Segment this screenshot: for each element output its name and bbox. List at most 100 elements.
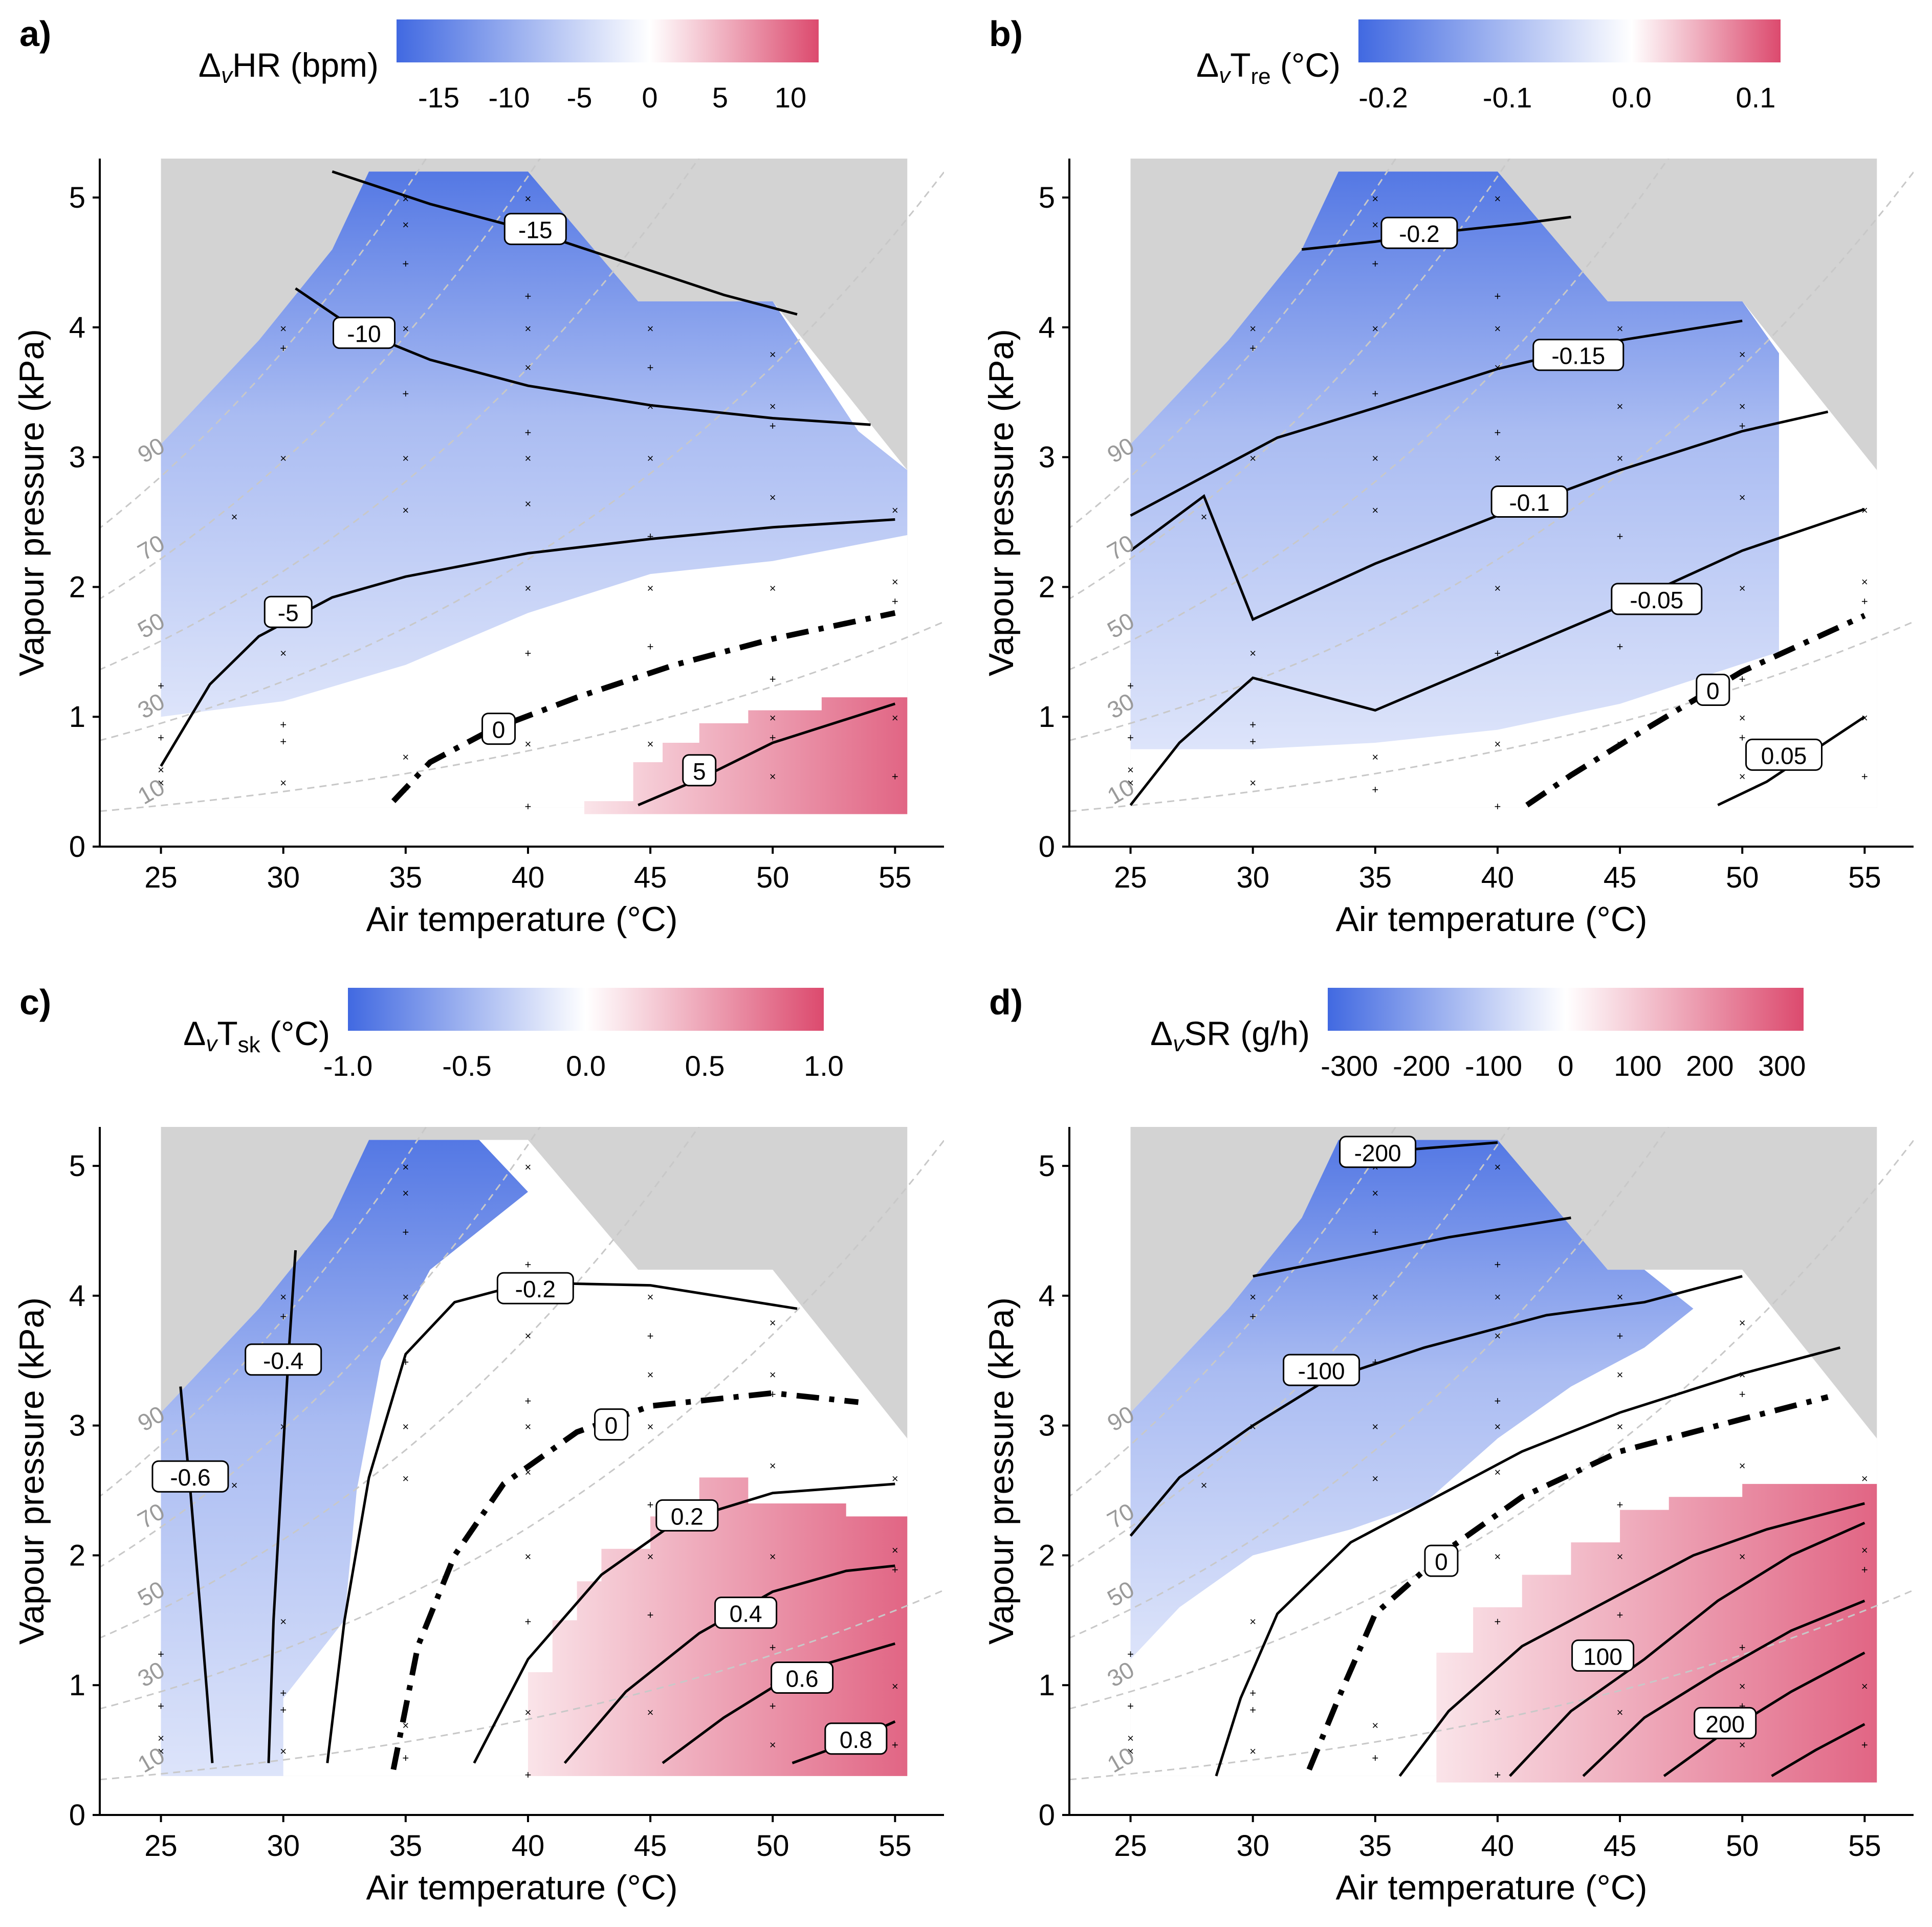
colorbar-tick-label: -300 [1321,1050,1378,1082]
contour-line [1129,507,1865,806]
data-point-plus: + [1861,1563,1868,1576]
data-point-plus: + [1372,1356,1378,1368]
x-axis-title: Air temperature (°C) [1335,900,1647,939]
x-tick-label: 40 [1481,861,1514,894]
data-point-cross: × [647,322,654,335]
data-point-plus: + [1495,800,1501,813]
data-point-plus: + [1495,1768,1501,1781]
y-tick-label: 5 [69,181,85,214]
data-point-plus: + [770,1641,776,1654]
data-point-plus: + [1495,426,1501,439]
contour-line [662,1642,896,1764]
data-point-plus: + [1617,530,1623,543]
data-point-cross: × [1372,218,1378,231]
colorbar-tick-label: -100 [1465,1050,1522,1082]
data-point-cross: × [770,1550,776,1563]
y-tick-label: 1 [69,1669,85,1702]
data-point-cross: × [892,1680,898,1693]
data-point-cross: × [280,1421,287,1433]
data-point-cross: × [1617,1291,1623,1303]
data-point-cross: × [892,504,898,517]
colorbar-title: ΔvSR (g/h) [1150,1014,1310,1056]
y-axis-title: Vapour pressure (kPa) [12,329,51,676]
data-point-plus: + [1495,1258,1501,1271]
data-point-cross: × [1127,1732,1134,1745]
x-tick-label: 55 [879,861,912,894]
data-point-cross: × [647,582,654,594]
data-point-cross: × [1861,1472,1868,1485]
data-point-plus: + [647,640,654,653]
data-point-cross: × [1249,1291,1256,1303]
data-point-plus: + [280,1687,287,1699]
y-tick-label: 4 [69,1279,85,1313]
rh-isoline [100,1127,700,1639]
data-point-plus: + [402,1226,409,1238]
y-tick-label: 2 [1039,570,1055,604]
plot-area: + + + + + + + + + + + + + + + + + + + + × × × × × × × × × × × × × × × × × × × ×… [100,159,944,814]
colorbar-tick-label: 0 [642,81,657,114]
x-tick-label: 50 [756,861,789,894]
contour-line [1253,1216,1571,1278]
colorbar-tick-label: 200 [1686,1050,1733,1082]
y-tick-label: 0 [69,1799,85,1832]
contour-label: 5 [693,758,706,785]
contour-label-box [245,1343,322,1376]
data-point-plus: + [1372,1226,1378,1238]
data-point-plus: + [1249,1687,1256,1699]
data-point-plus: + [525,647,532,659]
data-point-cross: × [1495,582,1501,594]
x-tick-label: 30 [267,1829,300,1863]
contour-line [332,170,798,316]
contour-line [1582,1599,1865,1777]
colorbar [397,19,819,62]
data-point-plus: + [1372,257,1378,270]
data-point-cross: × [1861,1544,1868,1557]
data-point-cross: × [1739,400,1746,413]
rh-isoline [100,1140,944,1710]
data-point-cross: × [402,192,409,205]
x-tick-label: 40 [512,861,545,894]
contour-label: 0 [605,1412,618,1439]
data-point-plus: + [158,679,164,692]
data-point-plus: + [1617,1498,1623,1511]
x-axis-title: Air temperature (°C) [366,900,677,939]
x-tick-label: 30 [267,861,300,894]
data-point-cross: × [402,1472,409,1485]
data-point-cross: × [1249,1745,1256,1758]
y-tick-label: 4 [1039,1279,1055,1313]
panel-label: c) [19,982,51,1022]
data-point-plus: + [525,1394,532,1407]
contour-label: 0.8 [840,1726,872,1753]
data-point-cross: × [280,1745,287,1758]
colorbar-tick-label: -5 [567,81,592,114]
y-tick-label: 1 [1039,1669,1055,1702]
data-point-cross: × [1617,452,1623,465]
x-tick-label: 30 [1236,861,1269,894]
data-point-cross: × [1739,491,1746,504]
contour-label-box [1490,485,1568,518]
data-point-plus: + [525,1615,532,1628]
data-point-plus: + [1495,290,1501,302]
colorbar-tick-label: 100 [1614,1050,1661,1082]
colorbar-title-subscript: v [206,1031,218,1056]
y-tick-label: 3 [69,1409,85,1443]
contour-label-box [771,1662,834,1694]
colorbar-tick-label: -0.5 [442,1050,492,1082]
data-point-cross: × [158,777,164,789]
data-point-plus: + [1249,718,1256,731]
data-point-cross: × [1249,647,1256,659]
data-point-cross: × [402,1291,409,1303]
colorbar-tick-label: 0.0 [566,1050,606,1082]
y-tick-label: 2 [1039,1539,1055,1572]
x-tick-label: 45 [634,1829,667,1863]
contour-label: -0.2 [515,1276,556,1302]
data-point-plus: + [770,673,776,685]
data-point-plus: + [525,290,532,302]
colorbar-title-units: (°C) [260,1014,330,1052]
data-point-cross: × [770,582,776,594]
y-axis-title: Vapour pressure (kPa) [982,329,1021,676]
contour-label-box [824,1722,888,1755]
data-point-cross: × [1495,1466,1501,1479]
x-tick-label: 55 [1848,861,1881,894]
